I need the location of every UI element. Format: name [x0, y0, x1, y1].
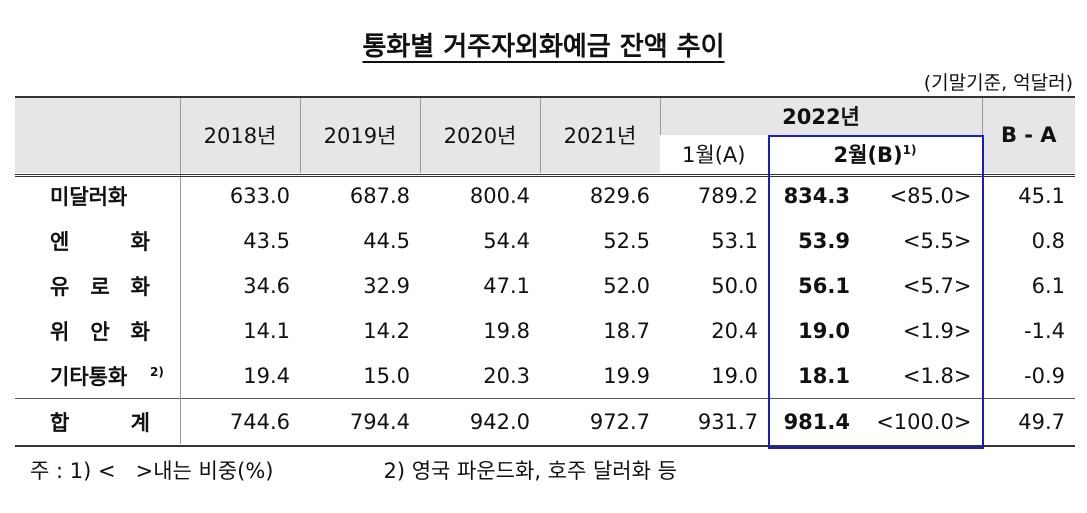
- month-header: 1월(A): [660, 135, 768, 173]
- title-text: 통화별 거주자외화예금 잔액 추이: [362, 32, 725, 62]
- cell: 14.2: [363, 318, 410, 343]
- label-text: 유 로 화: [50, 274, 150, 299]
- cell: 50.0: [711, 273, 758, 298]
- cell: 14.1: [243, 318, 290, 343]
- bottom-rule: [15, 445, 1075, 447]
- cell: 45.1: [981, 173, 1076, 218]
- cell: 744.6: [180, 398, 300, 444]
- unit: (기말기준, 억달러): [923, 72, 1073, 94]
- cell: 931.7: [660, 398, 768, 444]
- header-rule: [15, 174, 1075, 177]
- cell: <5.7>: [902, 273, 972, 298]
- cell: 19.0: [711, 363, 758, 388]
- cell: 54.4: [483, 228, 530, 253]
- corner: [15, 97, 180, 173]
- cell: 789.2: [697, 183, 758, 208]
- cell: 52.5: [603, 228, 650, 253]
- row-label: 엔 화: [15, 218, 181, 263]
- cell: 6.1: [981, 263, 1076, 308]
- cell: <85.0>: [889, 183, 972, 208]
- notes: 주 : 1) < >내는 비중(%) 2) 영국 파운드화, 호주 달러화 등: [30, 455, 677, 485]
- cell: 19.9: [603, 363, 650, 388]
- label-text: 기타통화: [50, 364, 128, 389]
- footnote-mark: 1): [902, 143, 917, 157]
- row: 위 안 화 14.1 14.2 19.8 18.7 20.4 19.0 <1.9> -1.4: [15, 308, 1076, 353]
- cell: 34.6: [243, 273, 290, 298]
- cell: 800.4: [469, 183, 530, 208]
- label-text: 미달러화: [50, 184, 128, 209]
- cell: 19.8: [483, 318, 530, 343]
- cell: <1.9>: [902, 318, 972, 343]
- footnote-mark: 2): [150, 364, 164, 379]
- row: 기타통화 2) 19.4 15.0 20.3 19.9 19.0 18.1 <1.8> -0.9: [15, 353, 1076, 399]
- cell: 53.9: [798, 228, 850, 253]
- cell: 15.0: [363, 363, 410, 388]
- cell: 981.4: [768, 398, 860, 444]
- cell: 43.5: [243, 228, 290, 253]
- label-text: 위 안 화: [50, 319, 150, 344]
- month-header: 2월(B)1): [767, 135, 983, 173]
- note: 주 : 1) < >내는 비중(%): [30, 459, 274, 483]
- cell: 44.5: [363, 228, 410, 253]
- cell: 942.0: [420, 398, 540, 444]
- month-label: 2월(B): [833, 143, 903, 167]
- cell: 19.4: [243, 363, 290, 388]
- cell: 0.8: [981, 218, 1076, 263]
- row-label: 합 계: [15, 398, 181, 444]
- cell: 32.9: [363, 273, 410, 298]
- row-label: 미달러화: [15, 173, 181, 218]
- diff-header: B - A: [981, 97, 1076, 173]
- cell: <1.8>: [902, 363, 972, 388]
- cell: 53.1: [711, 228, 758, 253]
- year-header: 2018년: [179, 97, 300, 173]
- year-header: 2021년: [539, 97, 660, 173]
- cell: <5.5>: [902, 228, 972, 253]
- cell: 19.0: [798, 318, 850, 343]
- row-label: 위 안 화: [15, 308, 181, 353]
- header-row: 1월(A) 2월(B)1): [15, 135, 1075, 173]
- year-header: 2019년: [299, 97, 420, 173]
- cell: 829.6: [589, 183, 650, 208]
- row-label: 유 로 화: [15, 263, 181, 308]
- cell: 20.4: [711, 318, 758, 343]
- cell: 49.7: [981, 398, 1076, 444]
- row-label: 기타통화 2): [15, 353, 181, 399]
- year-header: 2022년: [659, 97, 983, 135]
- top-rule: [15, 96, 1075, 98]
- cell: 18.7: [603, 318, 650, 343]
- row: 유 로 화 34.6 32.9 47.1 52.0 50.0 56.1 <5.7> 6.1: [15, 263, 1076, 308]
- row: 미달러화 633.0 687.8 800.4 829.6 789.2 834.3 <85.0>…: [15, 173, 1076, 218]
- cell: -0.9: [981, 353, 1076, 399]
- cell: 972.7: [540, 398, 660, 444]
- year-header: 2020년: [419, 97, 540, 173]
- cell: <100.0>: [860, 398, 983, 444]
- table: 2018년 2019년 2020년 2021년 2022년 B - A 1월(A) 2월(B)…: [15, 97, 1076, 444]
- cell: 794.4: [300, 398, 420, 444]
- row: 합 계 744.6 794.4 942.0 972.7 931.7 981.4 <100.0>…: [15, 398, 1076, 444]
- header-row: 2018년 2019년 2020년 2021년 2022년 B - A: [15, 97, 1076, 173]
- highlight-box: [768, 135, 984, 449]
- label-text: 합 계: [50, 410, 150, 435]
- cell: 633.0: [229, 183, 290, 208]
- label-text: 엔 화: [50, 229, 150, 254]
- row: 엔 화 43.5 44.5 54.4 52.5 53.1 53.9 <5.5> 0.8: [15, 218, 1076, 263]
- note: 2) 영국 파운드화, 호주 달러화 등: [383, 459, 677, 483]
- cell: 56.1: [798, 273, 850, 298]
- cell: 18.1: [798, 363, 850, 388]
- cell: 834.3: [783, 183, 850, 208]
- cell: 47.1: [483, 273, 530, 298]
- cell: 52.0: [603, 273, 650, 298]
- cell: -1.4: [981, 308, 1076, 353]
- title: 통화별 거주자외화예금 잔액 추이: [0, 26, 1087, 63]
- cell: 20.3: [483, 363, 530, 388]
- cell: 687.8: [349, 183, 410, 208]
